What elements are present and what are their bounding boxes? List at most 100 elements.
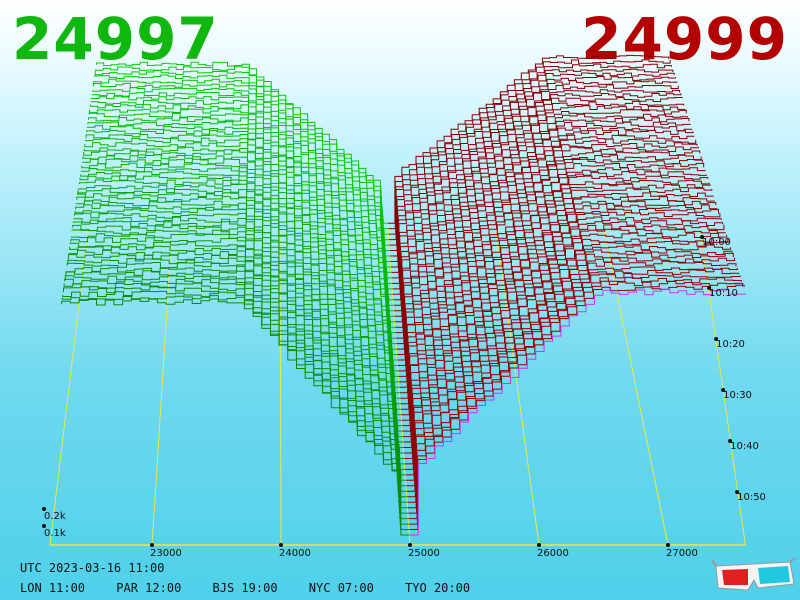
- timezone-par: PAR 12:00: [116, 581, 182, 595]
- ask-depth-line: [407, 260, 737, 498]
- ask-depth-line: [391, 93, 682, 273]
- ask-depth-line: [408, 273, 741, 514]
- ask-depth-line: [397, 154, 702, 355]
- ask-depth-line: [394, 126, 693, 317]
- ask-depth-line: [390, 84, 679, 262]
- best-bid-price: 24997: [12, 5, 219, 73]
- ask-depth-line: [392, 100, 685, 284]
- bid-depth-line: [92, 87, 390, 257]
- bid-depth-line: [76, 196, 400, 399]
- ask-depth-line: [409, 288, 746, 536]
- ask-depth-line: [391, 89, 681, 268]
- ask-depth-line: [403, 224, 725, 448]
- price-tick-label: 24000: [279, 548, 311, 559]
- bid-depth-line: [78, 183, 399, 383]
- timezone-bar: LON 11:00 PAR 12:00 BJS 19:00 NYC 07:00 …: [20, 581, 494, 595]
- volume-tick-mark: [42, 507, 46, 511]
- price-tick-label: 26000: [537, 548, 569, 559]
- ask-depth-line: [388, 59, 671, 230]
- ask-depth-line: [387, 54, 670, 224]
- grid-line-price: [495, 229, 540, 546]
- bid-depth-line: [61, 298, 410, 536]
- ask-depth-line: [394, 129, 694, 323]
- ask-depth-line: [399, 179, 710, 388]
- bid-depth-line: [90, 99, 392, 273]
- ask-depth-line: [402, 211, 721, 432]
- ask-depth-line: [388, 63, 672, 235]
- ask-depth-line: [405, 244, 732, 476]
- ask-depth-line: [393, 117, 690, 306]
- ask-depth-line: [396, 146, 699, 345]
- ask-depth-line: [395, 138, 697, 334]
- ask-depth-line: [398, 167, 706, 372]
- bid-depth-line: [87, 121, 394, 301]
- ask-depth-line: [393, 113, 689, 301]
- ask-depth-line: [407, 268, 740, 509]
- ask-depth-line: [394, 121, 691, 312]
- 3d-glasses-icon[interactable]: [711, 557, 796, 596]
- ask-depth-line: [404, 232, 728, 459]
- ask-depth-line: [399, 183, 711, 394]
- bid-depth-line: [86, 129, 394, 312]
- price-tick-label: 27000: [666, 548, 698, 559]
- time-tick-mark: [721, 388, 726, 392]
- time-tick-label: 10:30: [723, 390, 752, 401]
- price-tick-mark: [279, 543, 283, 547]
- grid-line-price: [603, 229, 669, 546]
- grid-line-price: [279, 229, 282, 546]
- price-tick-mark: [666, 543, 670, 547]
- bid-depth-line: [83, 146, 396, 334]
- ask-depth-line: [409, 284, 745, 530]
- volume-tick-mark: [42, 524, 46, 528]
- ask-depth-line: [401, 195, 715, 410]
- time-tick-label: 10:50: [737, 492, 766, 503]
- price-tick-mark: [537, 543, 541, 547]
- price-tick-mark: [408, 543, 412, 547]
- time-tick-mark: [728, 439, 733, 443]
- ask-depth-line: [389, 68, 674, 241]
- ask-depth-line: [392, 105, 686, 290]
- ask-depth-line: [401, 200, 717, 416]
- price-tick-label: 25000: [408, 548, 440, 559]
- ask-depth-line: [397, 162, 705, 366]
- volume-tick-label: 0.2k: [44, 511, 66, 522]
- bid-depth-line: [64, 275, 408, 503]
- ask-depth-line: [405, 241, 730, 470]
- grid-line-price: [151, 229, 173, 546]
- ask-depth-line: [396, 150, 701, 350]
- time-tick-mark: [714, 337, 719, 341]
- price-tick-label: 23000: [150, 548, 182, 559]
- time-tick-label: 10:00: [702, 237, 731, 248]
- bid-depth-line: [86, 125, 394, 306]
- ask-depth-line: [397, 158, 703, 361]
- bid-depth-line: [64, 278, 408, 509]
- ask-depth-line: [406, 252, 734, 487]
- ask-depth-line: [389, 76, 676, 251]
- time-tick-label: 10:20: [716, 339, 745, 350]
- ask-depth-line: [396, 142, 698, 339]
- timezone-bjs: BJS 19:00: [212, 581, 278, 595]
- ask-depth-line: [402, 216, 722, 438]
- volume-tick-label: 0.1k: [44, 528, 66, 539]
- ask-depth-line: [400, 187, 713, 399]
- time-tick-label: 10:10: [709, 288, 738, 299]
- ask-depth-line: [398, 171, 707, 377]
- timezone-lon: LON 11:00: [20, 581, 86, 595]
- ask-depth-line: [408, 276, 742, 520]
- ask-depth-line: [400, 192, 714, 405]
- ask-depth-line: [399, 175, 709, 383]
- timezone-tyo: TYO 20:00: [405, 581, 471, 595]
- time-tick-mark: [707, 286, 712, 290]
- ask-depth-line: [409, 280, 744, 525]
- price-tick-mark: [150, 543, 154, 547]
- ask-depth-line: [390, 80, 678, 257]
- time-tick-mark: [700, 235, 705, 239]
- timezone-nyc: NYC 07:00: [308, 581, 374, 595]
- ask-depth-line: [392, 109, 687, 295]
- best-ask-price: 24999: [581, 5, 788, 73]
- time-tick-mark: [735, 490, 740, 494]
- utc-timestamp: UTC 2023-03-16 11:00: [20, 561, 165, 575]
- bid-depth-line: [89, 104, 392, 279]
- bid-depth-line: [80, 171, 398, 366]
